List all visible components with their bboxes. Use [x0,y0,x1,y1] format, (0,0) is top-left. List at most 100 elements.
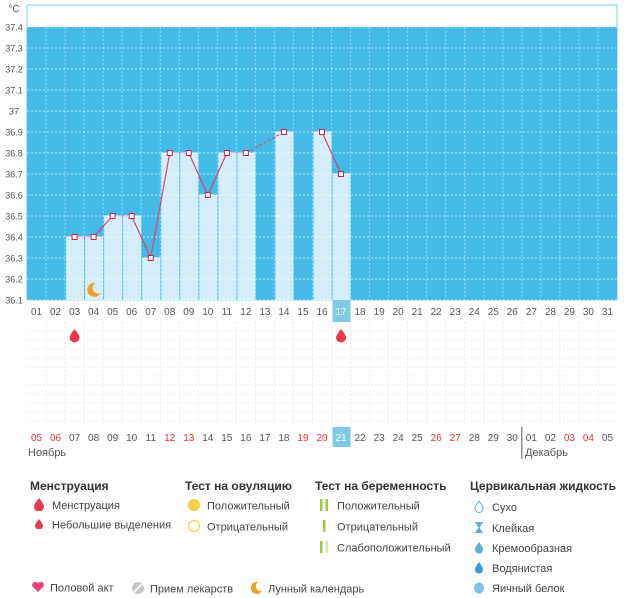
calendar-date-label: 01 [526,433,538,444]
cycle-day-label: 22 [431,307,443,318]
calendar-date-label: 02 [545,433,557,444]
temperature-point [185,150,192,156]
temperature-point [204,192,211,198]
cycle-day-label: 04 [88,307,100,318]
cycle-day-label: 26 [507,307,519,318]
calendar-date-label: 12 [164,433,176,444]
y-tick-label: 36.3 [5,254,23,264]
legend-cervical-title: Цервикальная жидкость [470,479,617,493]
empty-drop-icon [470,500,488,516]
y-tick-label: 36.7 [5,170,23,180]
calendar-date-label: 05 [31,433,43,444]
calendar-date-label: 27 [450,433,462,444]
temperature-bar [237,153,256,300]
legend-cervical-dry: Сухо [470,500,517,516]
calendar-date-label: 03 [564,433,576,444]
temperature-point [242,150,249,156]
month-label-november: Ноябрь [28,447,67,459]
cycle-day-label: 29 [564,307,576,318]
cycle-day-label: 11 [222,307,233,318]
cycle-day-label: 05 [107,307,119,318]
legend-cervical-egg-white: Яичный белок [470,581,564,597]
cycle-day-label: 08 [164,307,176,318]
heart-icon [30,581,46,596]
calendar-date-label: 25 [412,433,424,444]
double-line-icon [315,498,333,515]
calendar-date-label: 17 [259,433,271,444]
calendar-date-label: 15 [221,433,233,444]
temperature-gap-line [245,131,285,154]
small-drop-icon [30,519,48,532]
temperature-bar [332,174,351,300]
watery-drop-icon [470,561,488,577]
y-tick-label: 37 [9,107,19,117]
calendar-date-label: 30 [507,433,519,444]
y-tick-label: 36.5 [5,212,23,222]
drop-icon [30,498,48,514]
temperature-point [338,171,345,177]
calendar-date-label: 24 [393,433,405,444]
cycle-day-label: 09 [183,307,195,318]
cycle-day-label: 25 [488,307,500,318]
crescent-moon-icon [87,282,101,297]
cycle-day-label: 23 [450,307,462,318]
menstruation-drop-icon [69,329,80,343]
calendar-date-label: 28 [469,433,481,444]
calendar-date-label: 16 [240,433,252,444]
legend-ovulation-negative: Отрицательный [185,519,288,536]
egg-white-icon [470,581,488,597]
temperature-point [319,129,325,135]
legend-pregnancy-positive: Положительный [315,498,420,515]
temperature-bar [161,153,180,300]
y-tick-label: 37.4 [5,23,23,33]
y-tick-label: 36.6 [5,191,23,201]
calendar-date-label: 21 [335,433,347,444]
legend-pregnancy-title: Тест на беременность [315,479,447,493]
creamy-drop-icon [470,541,488,557]
cycle-day-label: 02 [50,307,62,318]
legend-medication: Прием лекарств [130,581,233,598]
temperature-bar [199,195,218,300]
cycle-day-label: 07 [145,307,157,318]
calendar-date-label: 20 [316,433,328,444]
single-line-icon [315,519,333,536]
legend-cervical-watery: Водянистая [470,561,552,577]
temperature-point [109,213,116,219]
legend-pregnancy-weak: Слабоположительный [315,540,451,557]
calendar-date-label: 19 [297,433,309,444]
cycle-day-label: 03 [69,307,81,318]
legend-ovulation-title: Тест на овуляцию [185,479,292,493]
legend-intercourse: Половой акт [30,581,114,596]
temperature-point [147,255,154,261]
calendar-date-label: 13 [183,433,195,444]
cycle-day-label: 06 [126,307,138,318]
filled-circle-icon [185,498,203,515]
cycle-day-label: 16 [316,307,328,318]
calendar-date-label: 22 [355,433,367,444]
cycle-day-label: 30 [583,307,595,318]
legend-lunar: Лунный календарь [248,581,364,598]
calendar-date-label: 04 [583,433,595,444]
calendar-date-label: 29 [488,433,500,444]
notes-area [27,322,617,427]
cycle-day-label: 18 [355,307,367,318]
calendar-date-label: 07 [69,433,81,444]
cycle-day-label: 31 [602,307,614,318]
temperature-bar [218,153,237,300]
temperature-bar [66,237,85,300]
legend-cervical-sticky: Клейкая [470,521,534,537]
calendar-date-label: 08 [88,433,100,444]
cycle-day-label: 27 [526,307,538,318]
temperature-bar [85,237,104,300]
calendar-date-label: 11 [146,433,157,444]
y-tick-label: 36.9 [5,128,23,138]
y-tick-label: 37.2 [5,65,23,75]
legend-pregnancy-negative: Отрицательный [315,519,418,536]
y-tick-label: 36.2 [5,275,23,285]
cycle-day-label: 21 [412,307,424,318]
current-day-highlight [332,300,351,322]
y-tick-label: 36.8 [5,149,23,159]
cycle-day-label: 10 [202,307,214,318]
legend-menstruation-title: Менструация [30,479,109,493]
cycle-day-label: 24 [469,307,481,318]
